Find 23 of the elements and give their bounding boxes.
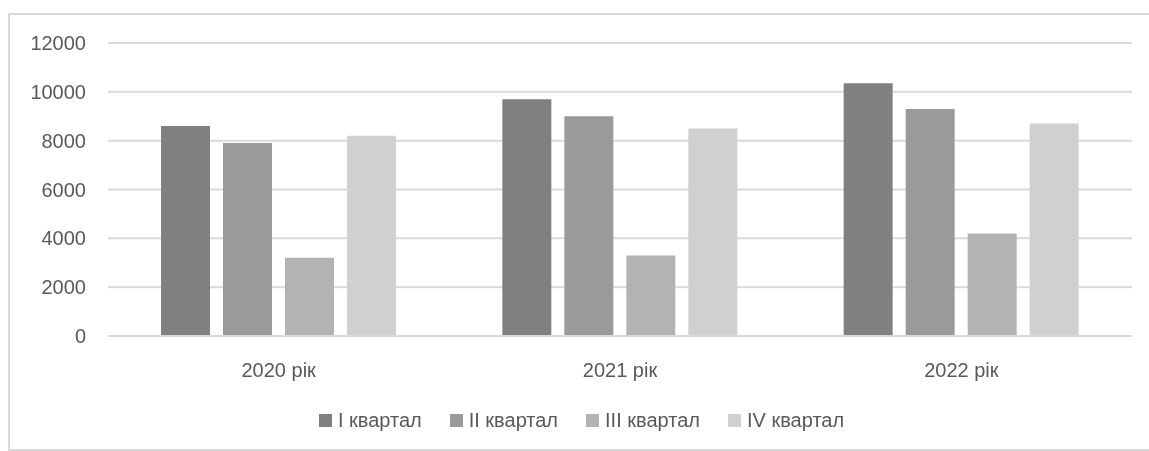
bar (967, 233, 1017, 336)
x-tick-label: 2021 рік (582, 359, 658, 382)
legend-label: II квартал (468, 409, 559, 432)
legend-label: III квартал (605, 409, 700, 432)
bar (502, 99, 552, 336)
y-tick-label: 0 (74, 325, 86, 348)
y-tick-label: 4000 (41, 227, 86, 250)
x-tick-label: 2020 рік (241, 359, 317, 382)
legend-label: I квартал (337, 409, 422, 432)
x-tick-label: 2022 рік (924, 359, 999, 382)
y-tick-label: 12000 (30, 32, 86, 55)
bar (564, 116, 614, 336)
y-tick-label: 6000 (41, 178, 86, 201)
legend-label: IV квартал (746, 409, 845, 432)
y-tick-label: 8000 (41, 129, 86, 152)
bar (285, 257, 334, 336)
y-tick-label: 10000 (30, 80, 86, 103)
bar (905, 108, 955, 336)
bar (223, 143, 272, 336)
y-tick-label: 2000 (41, 276, 86, 299)
bar (843, 83, 893, 336)
bar (626, 255, 676, 336)
bar (161, 126, 210, 336)
